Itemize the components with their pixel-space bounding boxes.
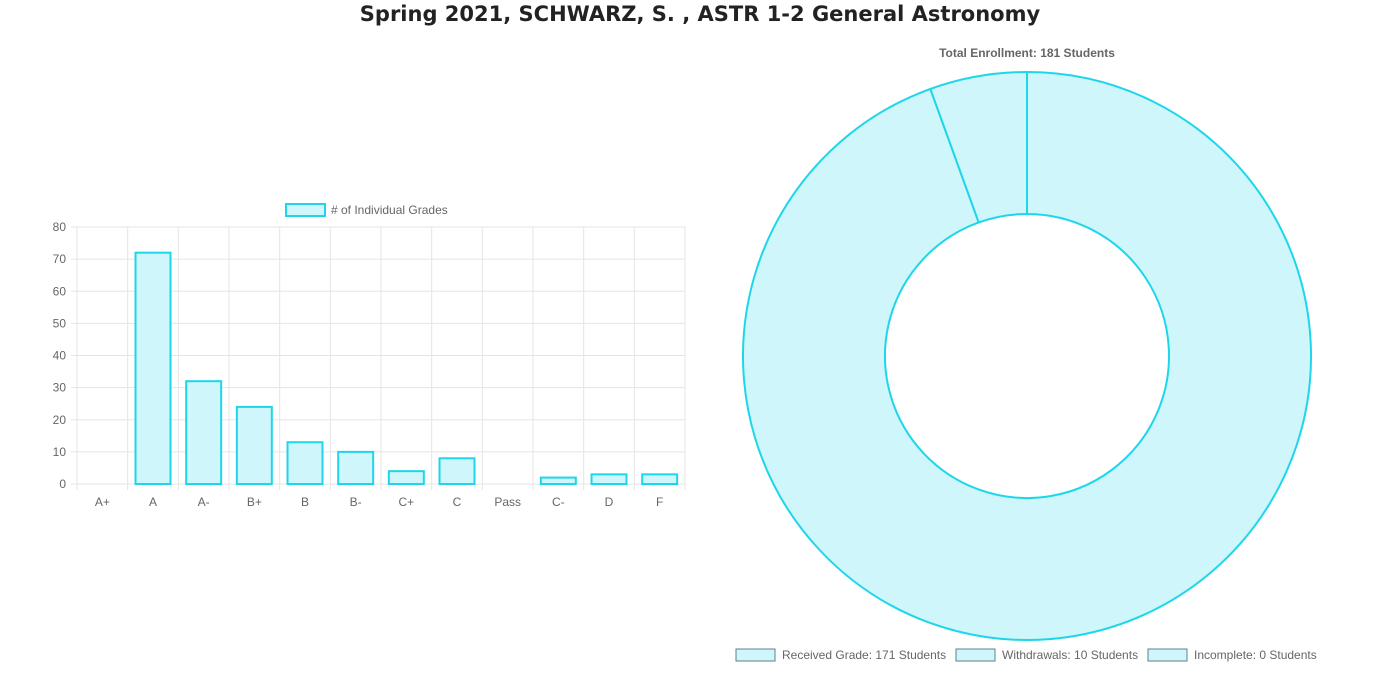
x-tick-label: D <box>605 495 614 509</box>
bar[interactable] <box>387 470 425 485</box>
bar[interactable] <box>235 405 273 485</box>
bar[interactable] <box>286 441 324 486</box>
x-tick-label: F <box>656 495 663 509</box>
bar[interactable] <box>337 450 375 485</box>
doughnut-legend-label: Incomplete: 0 Students <box>1194 648 1317 662</box>
doughnut-legend-label: Received Grade: 171 Students <box>782 648 946 662</box>
doughnut-legend-item[interactable]: Incomplete: 0 Students <box>1147 648 1317 662</box>
x-tick-label: C+ <box>398 495 414 509</box>
doughnut-title: Total Enrollment: 181 Students <box>939 46 1115 60</box>
x-tick-label: B- <box>350 495 362 509</box>
bar[interactable] <box>185 380 223 485</box>
bar[interactable] <box>539 476 577 486</box>
y-tick-label: 50 <box>53 316 67 330</box>
x-tick-label: C- <box>552 495 565 509</box>
x-tick-label: Pass <box>494 495 521 509</box>
bar-legend-label: # of Individual Grades <box>331 203 448 217</box>
doughnut-legend-label: Withdrawals: 10 Students <box>1002 648 1138 662</box>
bar-legend-swatch <box>285 203 326 217</box>
doughnut-legend-item[interactable]: Withdrawals: 10 Students <box>955 648 1138 662</box>
y-tick-label: 10 <box>53 445 67 459</box>
bar-chart-y-axis: 0 10 20 30 40 50 60 70 80 <box>53 220 67 491</box>
doughnut-slice[interactable] <box>742 70 1312 641</box>
grade-bar-chart: # of Individual Grades 0 10 20 30 40 50 60 70 80… <box>53 203 686 509</box>
y-tick-label: 70 <box>53 252 67 266</box>
bar[interactable] <box>641 473 679 485</box>
bar[interactable] <box>438 457 476 485</box>
y-tick-label: 80 <box>53 220 67 234</box>
doughnut-legend-item[interactable]: Received Grade: 171 Students <box>735 648 946 662</box>
bar-chart-x-axis: A+ A A- B+ B B- C+ C Pass C- D F <box>95 495 664 509</box>
doughnut-legend-swatch <box>955 648 996 662</box>
enrollment-doughnut-chart: Total Enrollment: 181 Students Received … <box>735 46 1317 662</box>
bar[interactable] <box>134 251 172 486</box>
bar-chart-legend[interactable]: # of Individual Grades <box>285 203 448 217</box>
doughnut-legend-swatch <box>735 648 776 662</box>
bar[interactable] <box>590 473 628 485</box>
x-tick-label: C <box>453 495 462 509</box>
x-tick-label: A <box>149 495 157 509</box>
x-tick-label: B <box>301 495 309 509</box>
x-tick-label: A- <box>198 495 210 509</box>
doughnut-legend-swatch <box>1147 648 1188 662</box>
page-title: Spring 2021, SCHWARZ, S. , ASTR 1-2 Gene… <box>359 2 1041 26</box>
y-tick-label: 0 <box>59 477 66 491</box>
y-tick-label: 40 <box>53 349 67 363</box>
bar-chart-grid <box>71 226 686 490</box>
y-tick-label: 30 <box>53 381 67 395</box>
bar-chart-bars <box>134 251 679 486</box>
x-tick-label: B+ <box>247 495 262 509</box>
doughnut-slice[interactable] <box>929 70 1028 224</box>
x-tick-label: A+ <box>95 495 110 509</box>
doughnut-legend: Received Grade: 171 Students Withdrawals:… <box>735 648 1317 662</box>
y-tick-label: 60 <box>53 284 67 298</box>
y-tick-label: 20 <box>53 413 67 427</box>
doughnut-slices <box>742 70 1312 641</box>
